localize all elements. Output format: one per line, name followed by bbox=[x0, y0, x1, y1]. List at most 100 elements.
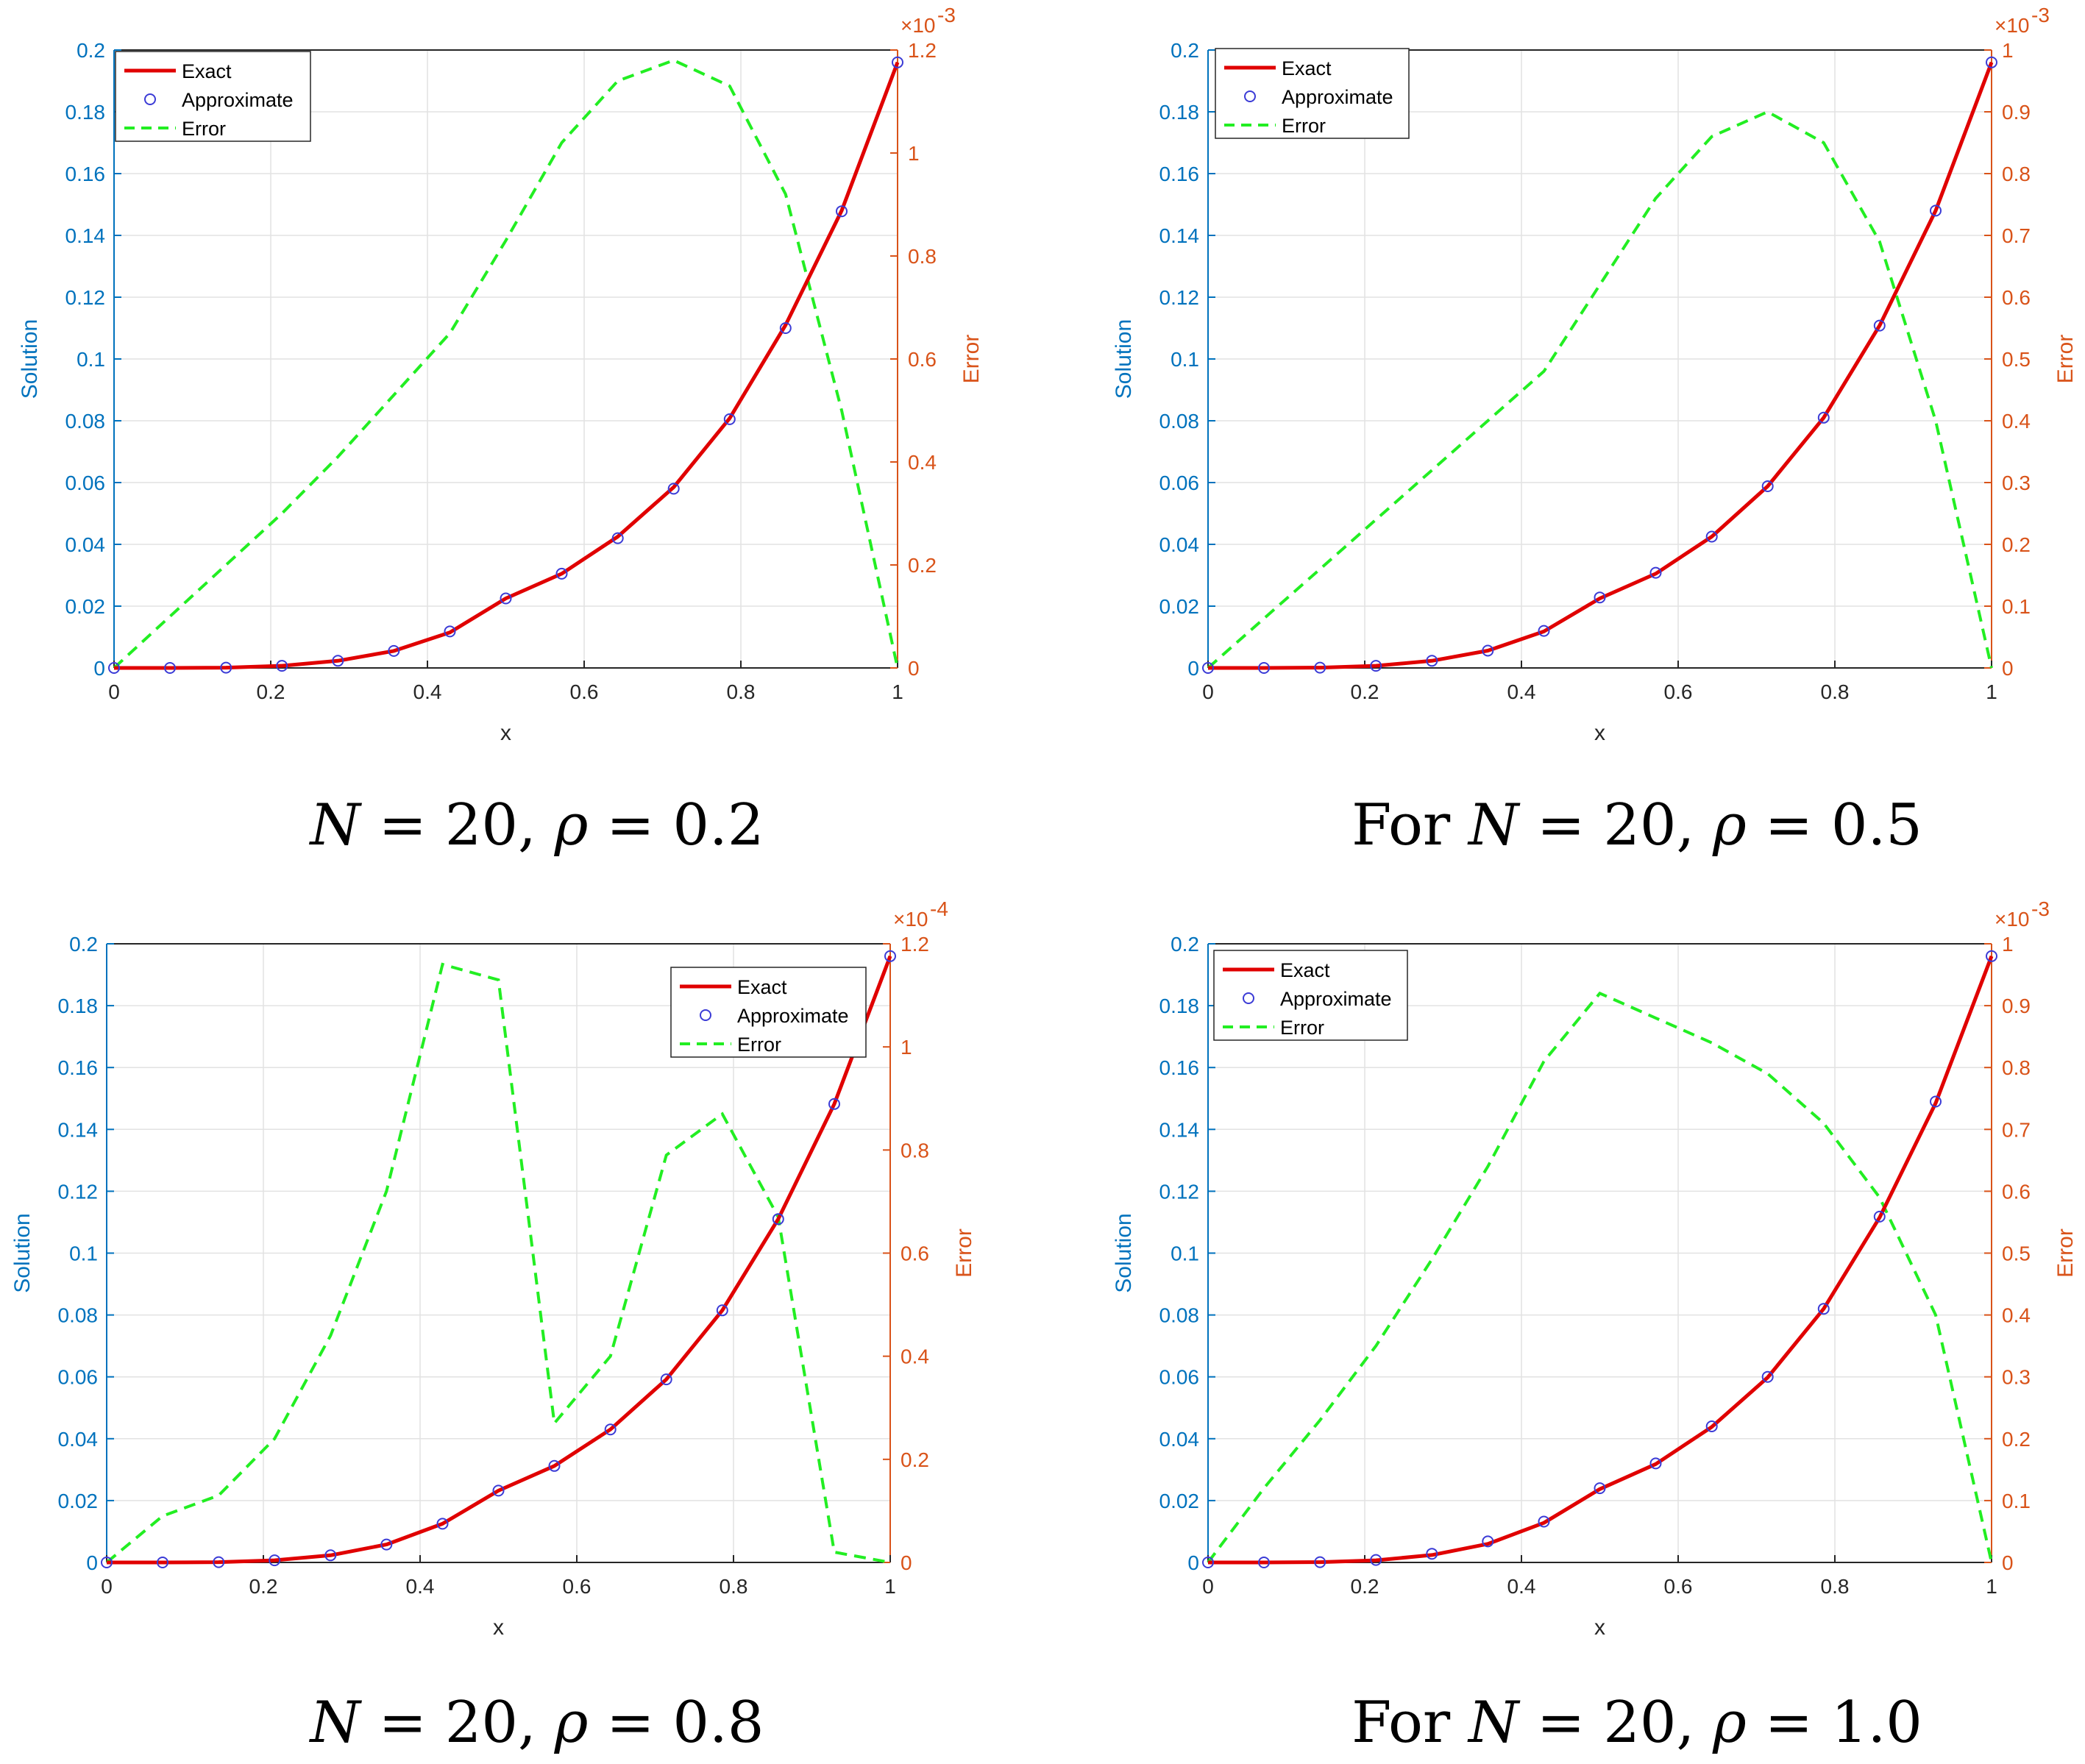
y-right-tick-label: 1 bbox=[2002, 39, 2014, 62]
legend-label-exact: Exact bbox=[182, 60, 232, 82]
y-right-tick-label: 1 bbox=[2002, 933, 2014, 956]
approximate-point bbox=[324, 1549, 337, 1562]
approximate-point bbox=[1649, 566, 1662, 579]
y-tick-label: 0.08 bbox=[1159, 410, 1200, 433]
approximate-point bbox=[492, 1484, 505, 1497]
x-tick-label: 0 bbox=[1202, 1575, 1214, 1598]
panel-caption: For N = 20, ρ = 0.5 bbox=[1351, 792, 1922, 858]
approximate-point bbox=[213, 1556, 225, 1568]
y-right-tick-label: 0.2 bbox=[901, 1448, 929, 1471]
legend: Exact Approximate Error bbox=[1213, 950, 1408, 1041]
legend-approximate-swatch bbox=[1243, 992, 1254, 1004]
y-tick-label: 0.12 bbox=[58, 1180, 99, 1203]
caption-eq: = 0.5 bbox=[1747, 792, 1922, 858]
right-axis-multiplier: ×10 bbox=[901, 14, 936, 37]
approximate-point bbox=[836, 205, 848, 218]
caption-calN: N bbox=[309, 1690, 363, 1756]
x-tick-label: 1 bbox=[884, 1575, 896, 1598]
y-tick-label: 0.08 bbox=[65, 410, 106, 433]
approximate-point bbox=[779, 322, 792, 334]
legend: Exact Approximate Error bbox=[670, 967, 867, 1058]
y-right-tick-label: 0.4 bbox=[2002, 1304, 2031, 1327]
caption-eq: = 1.0 bbox=[1747, 1690, 1922, 1756]
approximate-point bbox=[164, 662, 176, 674]
y-right-tick-label: 0.7 bbox=[2002, 1118, 2031, 1141]
approximate-point bbox=[436, 1518, 449, 1530]
legend-label-error: Error bbox=[737, 1034, 781, 1056]
y-right-tick-label: 0.6 bbox=[908, 348, 937, 371]
y-right-tick-label: 0.4 bbox=[908, 451, 937, 474]
approximate-point bbox=[388, 644, 400, 657]
error-series-line bbox=[1207, 110, 1993, 669]
y-right-tick-label: 0.8 bbox=[901, 1139, 929, 1162]
x-tick-label: 0.2 bbox=[1351, 680, 1379, 703]
panel-caption: For N = 20, ρ = 1.0 bbox=[1351, 1690, 1922, 1756]
error-series-line bbox=[105, 962, 891, 1564]
y-tick-label: 0.08 bbox=[1159, 1304, 1200, 1327]
right-axis-multiplier: ×10 bbox=[1995, 14, 2030, 37]
x-tick-label: 0 bbox=[1202, 680, 1214, 703]
y-tick-label: 0.2 bbox=[77, 39, 105, 62]
approximate-point bbox=[1873, 1210, 1886, 1223]
y-tick-label: 0.18 bbox=[1159, 995, 1200, 1017]
approximate-point bbox=[1594, 591, 1606, 604]
legend-label-approx: Approximate bbox=[737, 1005, 849, 1027]
y-right-tick-label: 0.2 bbox=[2002, 1428, 2031, 1451]
approximate-point bbox=[884, 950, 896, 962]
y-tick-label: 0.12 bbox=[1159, 1180, 1200, 1203]
approximate-point bbox=[220, 661, 232, 674]
approximate-point bbox=[1258, 662, 1270, 674]
chart-panel-3: 0 0.2 0.4 0.6 0.8 100.020.040.060.080.10.120.… bbox=[10, 897, 976, 1756]
approximate-point bbox=[828, 1098, 840, 1110]
approximate-point bbox=[772, 1213, 784, 1226]
y-tick-label: 0.08 bbox=[58, 1304, 99, 1327]
x-tick-label: 0.4 bbox=[413, 680, 442, 703]
x-tick-label: 0 bbox=[108, 680, 120, 703]
legend: Exact Approximate Error bbox=[1215, 48, 1410, 139]
legend-label-error: Error bbox=[1282, 115, 1326, 137]
x-tick-label: 0.2 bbox=[249, 1575, 278, 1598]
exact-series-line bbox=[1208, 61, 1994, 670]
caption-calN: N bbox=[1467, 792, 1521, 858]
y-tick-label: 0 bbox=[1187, 1551, 1199, 1574]
approximate-point bbox=[1258, 1557, 1270, 1568]
y-tick-label: 0.2 bbox=[69, 933, 98, 956]
y-right-tick-label: 0.5 bbox=[2002, 1242, 2031, 1265]
y-right-axis-label: Error bbox=[2053, 335, 2078, 384]
x-axis-label: x bbox=[1594, 1615, 1605, 1640]
approximate-point bbox=[1649, 1457, 1662, 1470]
approximate-point bbox=[108, 662, 120, 674]
panel-caption: N = 20, ρ = 0.8 bbox=[309, 1690, 764, 1756]
y-tick-label: 0 bbox=[1187, 657, 1199, 680]
x-tick-label: 0.2 bbox=[257, 680, 285, 703]
caption-rest: = 20, bbox=[1519, 1690, 1713, 1756]
approximate-point bbox=[332, 655, 344, 667]
y-tick-label: 0.1 bbox=[1171, 1242, 1199, 1265]
y-tick-label: 0 bbox=[93, 657, 105, 680]
caption-prefix: For bbox=[1351, 792, 1468, 858]
y-tick-label: 0.06 bbox=[58, 1366, 99, 1389]
y-tick-label: 0.14 bbox=[1159, 1118, 1200, 1141]
legend-box bbox=[1213, 950, 1408, 1041]
y-tick-label: 0.06 bbox=[1159, 472, 1200, 494]
y-right-tick-label: 0.8 bbox=[2002, 163, 2031, 185]
approximate-point bbox=[1426, 655, 1438, 667]
approximate-point bbox=[604, 1423, 617, 1436]
approximate-point bbox=[1538, 1515, 1550, 1528]
approximate-point bbox=[380, 1538, 393, 1551]
approximate-point bbox=[1314, 1556, 1326, 1568]
caption-prefix: For bbox=[1351, 1690, 1468, 1756]
approximate-point bbox=[611, 532, 624, 544]
approximate-point bbox=[157, 1557, 168, 1568]
x-tick-label: 1 bbox=[1986, 680, 1997, 703]
right-axis-multiplier: ×10 bbox=[1995, 908, 2030, 931]
error-series-line bbox=[1207, 991, 1993, 1564]
legend-approximate-swatch bbox=[144, 93, 156, 105]
approximate-point bbox=[101, 1557, 113, 1568]
x-tick-label: 0.6 bbox=[563, 1575, 592, 1598]
y-right-tick-label: 0.5 bbox=[2002, 348, 2031, 371]
y-tick-label: 0.06 bbox=[1159, 1366, 1200, 1389]
approximate-point bbox=[500, 592, 512, 605]
approximate-point bbox=[1817, 411, 1830, 424]
y-tick-label: 0.12 bbox=[65, 286, 106, 309]
